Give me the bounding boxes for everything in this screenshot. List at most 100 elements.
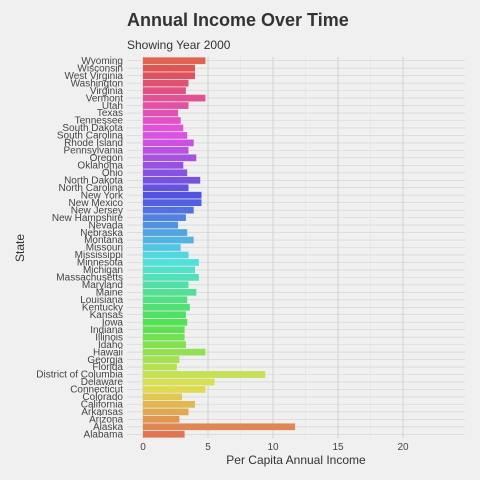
x-tick-label: 20: [397, 442, 409, 453]
x-tick-label: 10: [267, 442, 279, 453]
y-tick-label: Wisconsin: [77, 63, 123, 74]
y-tick-label: Mississippi: [75, 250, 123, 261]
chart-title: Annual Income Over Time: [127, 10, 349, 30]
y-tick-label: Texas: [97, 108, 123, 119]
bar-oklahoma: [143, 161, 184, 169]
y-tick-label: Utah: [102, 101, 123, 112]
y-tick-label: North Dakota: [64, 175, 123, 186]
y-tick-label: Missouri: [86, 243, 123, 254]
bar-idaho: [143, 341, 186, 348]
y-tick-label: Washington: [71, 78, 123, 89]
bar-tennessee: [143, 117, 181, 124]
y-tick-label: District of Columbia: [36, 370, 123, 381]
y-tick-label: Pennsylvania: [64, 146, 124, 157]
bar-florida: [143, 363, 177, 371]
y-tick-label: Wyoming: [81, 56, 123, 67]
bar-massachusetts: [143, 274, 199, 281]
bar-hawaii: [143, 348, 206, 356]
y-tick-label: Michigan: [83, 265, 123, 276]
bar-louisiana: [143, 296, 188, 304]
y-tick-label: Kentucky: [82, 302, 123, 313]
y-tick-label: California: [81, 400, 124, 411]
bar-iowa: [143, 318, 188, 326]
y-tick-label: Alabama: [84, 429, 124, 440]
bar-texas: [143, 109, 179, 117]
bar-north-dakota: [143, 176, 201, 184]
y-tick-label: Massachusetts: [56, 273, 123, 284]
bar-illinois: [143, 333, 185, 341]
y-axis-title: State: [13, 234, 27, 262]
y-tick-label: Arizona: [89, 415, 123, 426]
chart-subtitle: Showing Year 2000: [127, 38, 231, 52]
y-tick-label: New York: [81, 190, 124, 201]
bar-arizona: [143, 415, 180, 423]
y-tick-label: New Hampshire: [52, 213, 124, 224]
y-tick-label: Arkansas: [81, 407, 123, 418]
bar-new-hampshire: [143, 214, 186, 221]
bar-new-york: [143, 191, 202, 199]
bar-pennsylvania: [143, 147, 189, 154]
y-tick-label: Iowa: [102, 317, 124, 328]
y-tick-label: Louisiana: [80, 295, 123, 306]
x-tick-label: 0: [140, 442, 146, 453]
bar-california: [143, 401, 195, 408]
bar-washington: [143, 79, 189, 87]
bar-kentucky: [143, 303, 190, 311]
bar-wyoming: [143, 57, 206, 65]
y-tick-label: Florida: [92, 362, 123, 373]
bar-district-of-columbia: [143, 371, 266, 378]
y-tick-label: Illinois: [95, 332, 123, 343]
y-tick-label: Nebraska: [80, 228, 123, 239]
y-tick-label: Rhode Island: [64, 138, 123, 149]
y-tick-label: South Dakota: [62, 123, 123, 134]
bar-virginia: [143, 87, 186, 94]
y-tick-label: Maryland: [82, 280, 123, 291]
y-tick-label: Georgia: [87, 355, 123, 366]
bar-delaware: [143, 378, 215, 386]
y-tick-label: Oregon: [90, 153, 123, 164]
bar-maryland: [143, 281, 189, 289]
bar-alaska: [143, 423, 296, 431]
bar-maine: [143, 288, 197, 296]
y-tick-label: Connecticut: [70, 385, 123, 396]
bar-rhode-island: [143, 139, 194, 147]
bar-indiana: [143, 326, 185, 334]
bar-south-dakota: [143, 124, 184, 132]
bar-new-jersey: [143, 206, 194, 214]
bar-alabama: [143, 430, 185, 438]
bar-arkansas: [143, 408, 189, 416]
y-tick-label: Maine: [96, 288, 124, 299]
y-tick-label: Oklahoma: [77, 161, 123, 172]
bar-colorado: [143, 393, 182, 401]
x-tick-label: 15: [332, 442, 344, 453]
y-tick-label: Tennessee: [75, 116, 124, 127]
y-tick-label: Idaho: [98, 340, 123, 351]
bar-montana: [143, 236, 194, 244]
bar-nebraska: [143, 229, 188, 236]
bar-missouri: [143, 244, 181, 251]
x-tick-label: 5: [205, 442, 211, 453]
bar-wisconsin: [143, 64, 195, 72]
bar-nevada: [143, 221, 179, 229]
y-tick-label: Virginia: [90, 86, 124, 97]
y-tick-label: Ohio: [102, 168, 124, 179]
bar-minnesota: [143, 259, 199, 266]
bar-michigan: [143, 266, 195, 274]
bar-ohio: [143, 169, 188, 177]
y-tick-label: Minnesota: [77, 258, 124, 269]
bar-connecticut: [143, 386, 206, 393]
bar-south-carolina: [143, 132, 188, 139]
y-tick-label: Montana: [84, 235, 123, 246]
y-tick-label: New Jersey: [71, 205, 123, 216]
bar-west-virginia: [143, 72, 195, 80]
bar-kansas: [143, 311, 186, 319]
bar-north-carolina: [143, 184, 189, 192]
bar-georgia: [143, 356, 180, 363]
y-tick-label: Nevada: [89, 220, 124, 231]
y-tick-label: New Mexico: [69, 198, 124, 209]
y-tick-label: Kansas: [90, 310, 123, 321]
y-tick-label: Delaware: [81, 377, 124, 388]
y-tick-label: North Carolina: [59, 183, 124, 194]
y-tick-label: West Virginia: [64, 71, 123, 82]
